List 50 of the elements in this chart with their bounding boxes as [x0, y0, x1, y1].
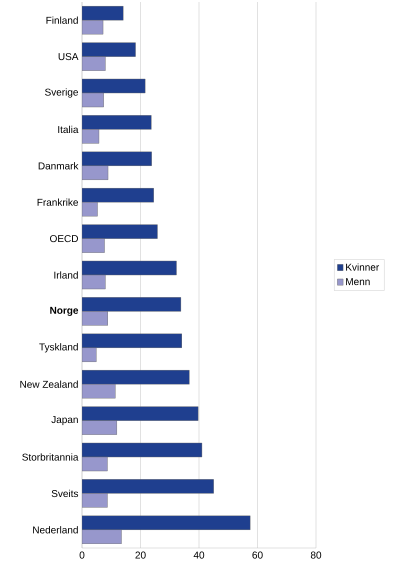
x-tick-label: 40 [194, 552, 204, 559]
y-tick-label: Norge [50, 306, 78, 316]
bar [82, 238, 105, 253]
bar [82, 224, 158, 239]
bar [82, 297, 182, 312]
bar [82, 202, 98, 216]
bar [82, 334, 182, 348]
bar [82, 384, 116, 398]
bar [82, 6, 124, 20]
bar [82, 311, 108, 326]
bar [82, 152, 152, 166]
bar [82, 530, 122, 544]
y-tick-label: Sveits [52, 490, 78, 498]
bar [82, 493, 108, 508]
bar [82, 406, 198, 421]
bar [82, 442, 202, 458]
y-tick-label: New Zealand [20, 380, 78, 388]
y-tick-label: Sverige [45, 88, 78, 98]
y-tick-label: Italia [58, 126, 78, 134]
x-tick-label: 0 [80, 552, 84, 559]
bar [82, 166, 108, 180]
bar [82, 42, 136, 57]
bar [82, 516, 250, 530]
y-tick-label: Irland [54, 271, 78, 279]
x-tick-label: 80 [310, 552, 322, 559]
bar [82, 20, 104, 34]
y-tick-label: Frankrike [38, 198, 78, 206]
bar [82, 78, 146, 94]
x-tick-label: 60 [252, 552, 263, 559]
legend-label: Kvinner [346, 263, 380, 271]
x-tick-label: 20 [135, 552, 146, 559]
bar [82, 129, 100, 144]
bar [82, 479, 214, 494]
y-tick-label: OECD [50, 235, 78, 242]
bar [82, 115, 152, 130]
y-tick-label: USA [58, 53, 78, 60]
y-tick-label: Storbritannia [22, 453, 78, 461]
bar [82, 348, 97, 362]
y-tick-label: Finland [46, 16, 78, 24]
bar [82, 420, 118, 435]
bar [82, 56, 106, 71]
y-tick-label: Tyskland [39, 343, 78, 352]
y-tick-label: Danmark [38, 162, 78, 170]
bar [82, 260, 177, 276]
bar [82, 188, 154, 202]
bar [82, 92, 104, 108]
bar [82, 370, 190, 384]
y-tick-label: Nederland [33, 526, 78, 534]
y-tick-label: Japan [51, 416, 78, 426]
legend-label: Menn [346, 278, 370, 286]
